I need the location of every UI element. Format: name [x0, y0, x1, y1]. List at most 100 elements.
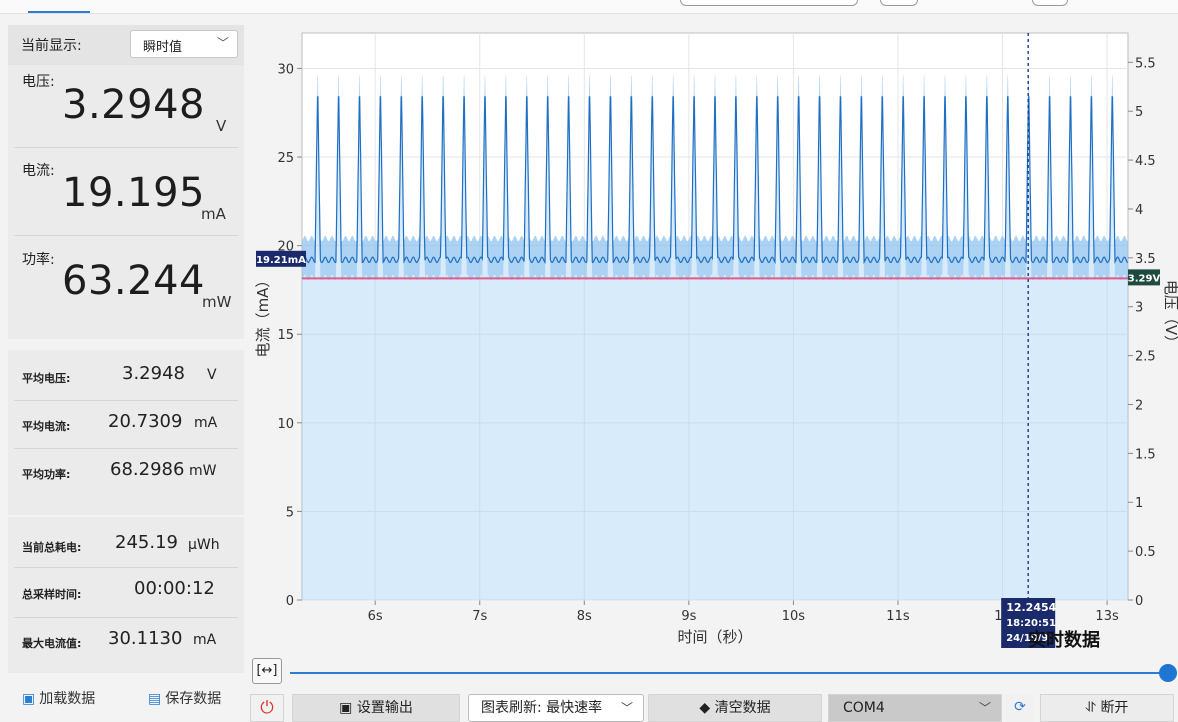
totals-card: 当前总耗电: 245.19 μWh 总采样时间: 00:00:12 最大电流值:…: [8, 517, 244, 673]
plug-icon: ⥯: [1085, 700, 1101, 716]
settings-output-button[interactable]: ▣ 设置输出: [292, 694, 460, 722]
total-energy-unit: μWh: [188, 537, 220, 553]
instant-values-card: 当前显示: 瞬时值 ﹀ 电压: 3.2948 V 电流: 19.195 mA 功…: [8, 25, 244, 339]
port-select[interactable]: COM4 ﹀: [828, 694, 1002, 722]
sample-time-label: 总采样时间:: [22, 588, 82, 601]
disconnect-label: 断开: [1100, 700, 1129, 716]
display-mode-select[interactable]: 瞬时值 ﹀: [130, 30, 238, 58]
y-tick-label: 10: [277, 417, 294, 432]
current-label: 电流:: [22, 163, 55, 179]
fit-width-icon: [↔]: [256, 663, 278, 678]
cursor-time: 18:20:51: [1006, 618, 1056, 629]
y-tick-label: 15: [277, 328, 294, 343]
divider: [14, 448, 238, 449]
power-button[interactable]: ⏻: [250, 694, 284, 722]
time-range-row: [↔]: [248, 657, 1178, 687]
active-tab-indicator: [28, 11, 90, 13]
display-mode-value: 瞬时值: [143, 40, 183, 55]
power-icon: ⏻: [260, 698, 274, 718]
total-energy-label: 当前总耗电:: [22, 541, 82, 554]
y-tick-label: 5: [286, 505, 294, 520]
x-tick-label: 8s: [577, 609, 592, 624]
save-data-label: 保存数据: [165, 691, 222, 707]
y-tick-label: 30: [277, 62, 294, 77]
clear-data-label: 清空数据: [714, 700, 771, 716]
y2-tick-label: 4.5: [1135, 154, 1156, 169]
avg-current-label: 平均电流:: [22, 420, 71, 433]
y2-tick-label: 0: [1135, 594, 1143, 609]
max-current-unit: mA: [193, 632, 217, 648]
avg-current-value: 20.7309: [108, 411, 183, 432]
chart-title: 实时数据: [1028, 630, 1100, 651]
avg-current-unit: mA: [194, 415, 218, 431]
bottom-toolbar: ⏻ ▣ 设置输出 图表刷新: 最快速率 ﹀ ◆ 清空数据 COM4 ﹀ ⟳ ⥯ …: [248, 694, 1178, 722]
avg-power-value: 68.2986: [110, 459, 185, 480]
y-tick-label: 25: [277, 151, 294, 166]
current-unit: mA: [201, 205, 226, 223]
voltage-marker-bg: [1128, 269, 1160, 286]
cursor-date: 24/10/9: [1006, 633, 1048, 644]
current-marker-label: 19.21mA: [256, 255, 306, 266]
load-data-button[interactable]: ▣ 加载数据: [22, 688, 95, 714]
max-current-label: 最大电流值:: [22, 637, 82, 650]
time-slider-track[interactable]: [290, 672, 1165, 674]
top-toggle-fragment-2[interactable]: [1032, 0, 1068, 6]
save-data-button[interactable]: ▤ 保存数据: [148, 688, 221, 714]
x-axis-label: 时间（秒）: [677, 628, 752, 646]
average-values-card: 平均电压: 3.2948 V 平均电流: 20.7309 mA 平均功率: 68…: [8, 350, 244, 515]
y-axis-label: 电流（mA）: [254, 273, 272, 358]
y2-tick-label: 1.5: [1135, 447, 1156, 462]
settings-output-icon: ▣: [339, 700, 357, 716]
avg-power-unit: mW: [189, 463, 217, 479]
refresh-value: 最快速率: [546, 700, 603, 716]
load-file-icon: ▣: [22, 691, 36, 707]
y2-tick-label: 5: [1135, 105, 1143, 120]
current-series-line: [301, 96, 1129, 265]
total-energy-value: 245.19: [115, 532, 178, 553]
current-voltage-chart[interactable]: 6s7s8s9s10s11s1213s05101520253000.511.52…: [248, 25, 1178, 655]
current-marker-bg: [256, 250, 306, 267]
sample-time-value: 00:00:12: [134, 578, 215, 599]
voltage-label: 电压:: [22, 74, 55, 90]
y2-tick-label: 5.5: [1135, 56, 1156, 71]
display-mode-label: 当前显示:: [21, 38, 82, 54]
y2-tick-label: 0.5: [1135, 545, 1156, 560]
top-dropdown-fragment[interactable]: [680, 0, 858, 6]
y2-tick-label: 4: [1135, 203, 1143, 218]
refresh-ports-button[interactable]: ⟳: [1006, 694, 1034, 722]
avg-voltage-label: 平均电压:: [22, 372, 71, 385]
y2-tick-label: 2: [1135, 398, 1143, 413]
cursor-value: 12.2454: [1006, 601, 1056, 614]
x-tick-label: 9s: [681, 609, 696, 624]
voltage-unit: V: [216, 117, 227, 135]
clear-data-button[interactable]: ◆ 清空数据: [648, 694, 822, 722]
x-tick-label: 10s: [782, 609, 806, 624]
refresh-clock-icon: ⟳: [1014, 699, 1026, 715]
save-disk-icon: ▤: [148, 691, 162, 707]
power-value: 63.244: [62, 258, 205, 304]
port-value: COM4: [843, 700, 885, 716]
divider: [14, 235, 238, 236]
fit-range-button[interactable]: [↔]: [252, 658, 282, 684]
divider: [14, 567, 238, 568]
max-current-value: 30.1130: [108, 628, 183, 649]
avg-voltage-value: 3.2948: [122, 363, 185, 384]
top-toggle-fragment[interactable]: [880, 0, 918, 6]
current-value: 19.195: [62, 170, 205, 216]
chevron-down-icon: ﹀: [978, 701, 991, 715]
settings-output-label: 设置输出: [356, 700, 413, 716]
x-tick-label: 6s: [368, 609, 383, 624]
eraser-icon: ◆: [699, 700, 715, 716]
display-mode-row: 当前显示: 瞬时值 ﹀: [8, 25, 244, 65]
disconnect-button[interactable]: ⥯ 断开: [1040, 694, 1174, 722]
divider: [14, 617, 238, 618]
chart-refresh-select[interactable]: 图表刷新: 最快速率 ﹀: [468, 694, 644, 722]
chevron-down-icon: ﹀: [620, 701, 633, 715]
y2-tick-label: 3: [1135, 301, 1143, 316]
voltage-marker-label: 3.29V: [1128, 273, 1161, 284]
y2-tick-label: 3.5: [1135, 252, 1156, 267]
time-slider-thumb[interactable]: [1159, 664, 1177, 682]
y-tick-label: 0: [286, 594, 294, 609]
power-unit: mW: [202, 293, 232, 311]
x-tick-label: 11s: [886, 609, 910, 624]
